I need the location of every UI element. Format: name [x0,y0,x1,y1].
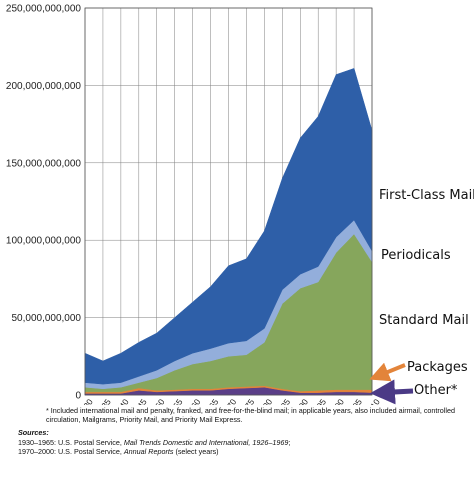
chart-notes: * Included international mail and penalt… [18,406,468,456]
x-tick-label: 2005 [345,397,364,405]
y-tick-label: 0 [75,391,81,402]
x-tick-label: 1975 [237,397,256,405]
source-1-suffix: ; [288,437,291,447]
packages-arrow [369,362,406,382]
y-tick-label: 50,000,000,000 [11,313,81,324]
source-1-prefix: 1930–1965: U.S. Postal Service, [18,437,122,447]
label-periodicals: Periodicals [381,248,451,263]
x-tick-label: 1950 [148,397,167,405]
x-tick-label: 1945 [130,397,149,405]
x-tick-label: 2000 [327,397,346,405]
y-tick-label: 200,000,000,000 [6,81,82,92]
x-tick-label: 1955 [166,397,185,405]
y-axis-ticks: 0 50,000,000,000 100,000,000,000 150,000,00… [6,4,82,402]
source-1-title: Mail Trends Domestic and International, … [123,437,289,447]
source-2-prefix: 1970–2000: U.S. Postal Service, [18,446,122,456]
x-tick-label: 1995 [309,397,328,405]
source-line-2: 1970–2000: U.S. Postal Service, Annual R… [18,447,468,456]
label-standard-mail: Standard Mail [379,313,469,328]
sources-heading: Sources: [18,428,49,438]
other-arrow [370,379,414,405]
footnote: * Included international mail and penalt… [46,406,455,425]
source-line-1: 1930–1965: U.S. Postal Service, Mail Tre… [18,438,468,447]
x-tick-label: 1980 [255,397,274,405]
label-other: Other* [414,383,458,398]
x-tick-label: 1970 [219,397,238,405]
y-tick-label: 100,000,000,000 [6,236,82,247]
source-2-suffix: (select years) [175,446,219,456]
x-tick-label: 1940 [112,397,131,405]
label-first-class-mail: First-Class Mail [379,188,474,203]
x-tick-label: 2010 [363,397,382,405]
x-axis-ticks: 1930193519401945195019551960196519701975… [76,397,382,405]
label-packages: Packages [407,360,468,375]
x-tick-label: 1935 [94,397,113,405]
y-tick-label: 250,000,000,000 [6,4,82,15]
x-tick-label: 1985 [273,397,292,405]
x-tick-label: 1930 [76,397,95,405]
plot-border [84,7,373,396]
source-2-title: Annual Reports [123,446,174,456]
x-tick-label: 1960 [183,397,202,405]
x-tick-label: 1990 [291,397,310,405]
mail-volume-chart: 0 50,000,000,000 100,000,000,000 150,000,00… [6,4,474,406]
x-tick-label: 1965 [201,397,220,405]
y-tick-label: 150,000,000,000 [6,158,82,169]
